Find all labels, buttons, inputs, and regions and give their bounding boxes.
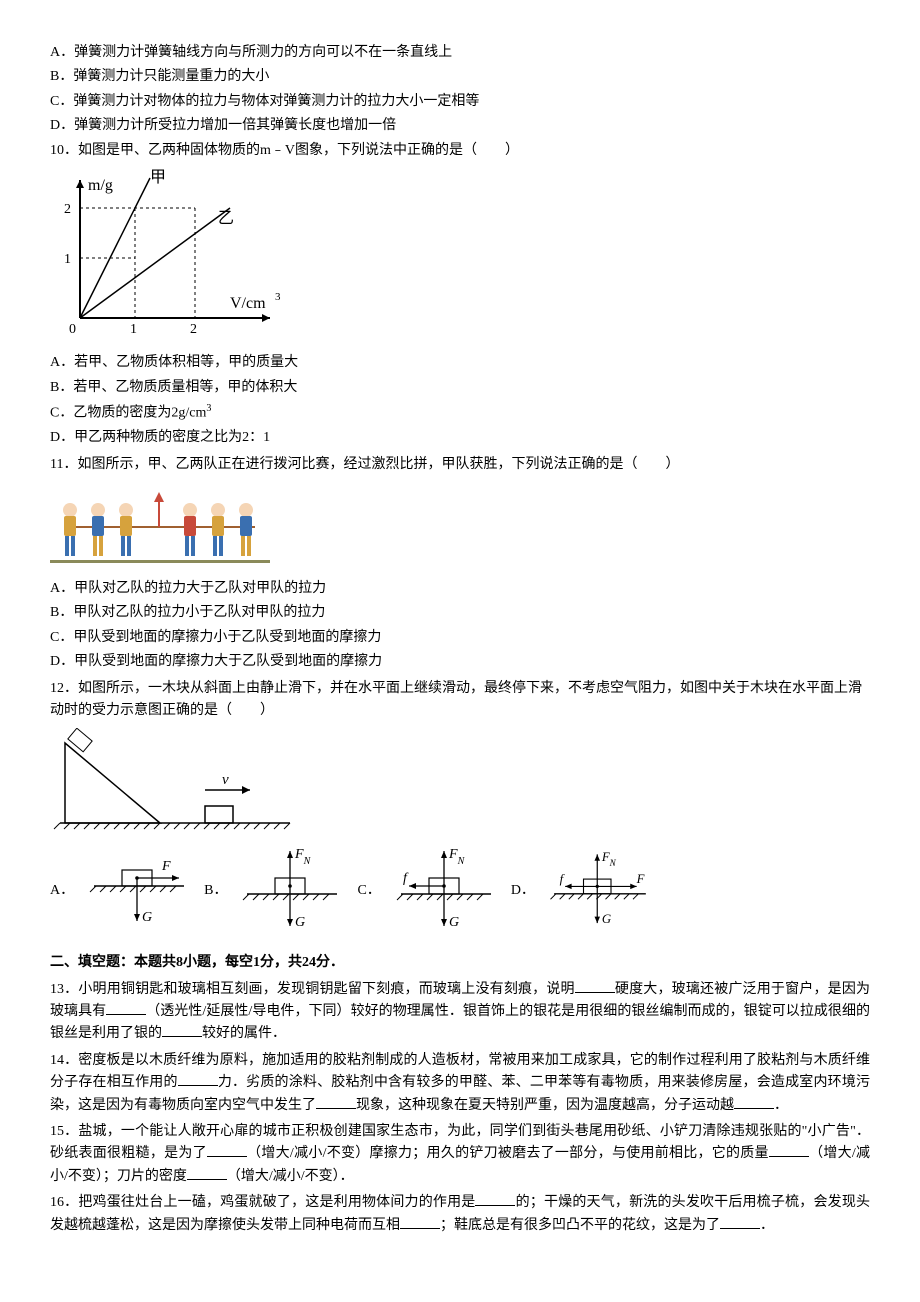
option-11a: A．甲队对乙队的拉力大于乙队对甲队的拉力 xyxy=(50,578,870,600)
svg-text:FN: FN xyxy=(601,850,617,868)
option-9b: B．弹簧测力计只能测量重力的大小 xyxy=(50,66,870,88)
tug-of-war-image xyxy=(50,482,270,572)
svg-text:G: G xyxy=(295,915,305,930)
xtick-1: 1 xyxy=(130,322,137,337)
option-11b: B．甲队对乙队的拉力小于乙队对甲队的拉力 xyxy=(50,602,870,624)
question-14: 14．密度板是以木质纤维为原料，施加适用的胶粘剂制成的人造板材，常被用来加工成家… xyxy=(50,1050,870,1117)
option-9d: D．弹簧测力计所受拉力增加一倍其弹簧长度也增加一倍 xyxy=(50,115,870,137)
question-12-stem: 12．如图所示，一木块从斜面上由静止滑下，并在水平面上继续滑动，最终停下来，不考… xyxy=(50,678,870,723)
xlabel-text: V/cm xyxy=(230,295,266,312)
option-11c: C．甲队受到地面的摩擦力小于乙队受到地面的摩擦力 xyxy=(50,627,870,649)
svg-text:F: F xyxy=(636,872,645,886)
option-12a-label: A． xyxy=(50,880,74,902)
option-9a: A．弹簧测力计弹簧轴线方向与所测力的方向可以不在一条直线上 xyxy=(50,42,870,64)
option-9c: C．弹簧测力计对物体的拉力与物体对弹簧测力计的拉力大小一定相等 xyxy=(50,91,870,113)
origin: 0 xyxy=(69,322,76,337)
svg-text:G: G xyxy=(602,912,611,926)
force-diagram-a: F G xyxy=(84,846,194,936)
force-diagram-d: FN G f F xyxy=(545,846,655,936)
question-16: 16．把鸡蛋往灶台上一磕，鸡蛋就破了，这是利用物体间力的作用是的；干燥的天气，新… xyxy=(50,1192,870,1237)
option-12c-label: C． xyxy=(357,880,380,902)
ytick-1: 1 xyxy=(64,252,71,267)
mv-graph: m/g V/cm 3 1 2 0 1 2 甲 乙 xyxy=(50,168,870,346)
svg-text:G: G xyxy=(142,910,152,925)
incline-diagram: v xyxy=(50,728,300,838)
svg-text:F: F xyxy=(161,859,171,874)
question-13: 13．小明用铜钥匙和玻璃相互刻画，发现铜钥匙留下刻痕，而玻璃上没有刻痕，说明硬度… xyxy=(50,979,870,1046)
force-options-row: A． F G B． FN G C． xyxy=(50,846,870,936)
svg-text:FN: FN xyxy=(294,847,312,867)
option-12b-label: B． xyxy=(204,880,227,902)
force-diagram-c: FN G f xyxy=(391,846,501,936)
velocity-label: v xyxy=(222,772,229,788)
ytick-2: 2 xyxy=(64,202,71,217)
svg-text:FN: FN xyxy=(448,847,466,867)
question-15: 15．盐城，一个能让人敞开心扉的城市正积极创建国家生态市，为此，同学们到街头巷尾… xyxy=(50,1121,870,1188)
option-10c: C．乙物质的密度为2g/cm3 xyxy=(50,401,870,425)
svg-text:f: f xyxy=(560,872,566,886)
question-12: 12．如图所示，一木块从斜面上由静止滑下，并在水平面上继续滑动，最终停下来，不考… xyxy=(50,678,870,937)
question-10-stem: 10．如图是甲、乙两种固体物质的m﹣V图象，下列说法中正确的是（ ） xyxy=(50,140,870,162)
line-yi-label: 乙 xyxy=(218,210,234,227)
option-10a: A．若甲、乙物质体积相等，甲的质量大 xyxy=(50,352,870,374)
line-jia-label: 甲 xyxy=(150,169,166,186)
option-10b: B．若甲、乙物质质量相等，甲的体积大 xyxy=(50,377,870,399)
question-11-stem: 11．如图所示，甲、乙两队正在进行拨河比赛，经过激烈比拼，甲队获胜，下列说法正确… xyxy=(50,454,870,476)
svg-text:G: G xyxy=(449,915,459,930)
svg-text:3: 3 xyxy=(275,291,281,303)
question-11: 11．如图所示，甲、乙两队正在进行拨河比赛，经过激烈比拼，甲队获胜，下列说法正确… xyxy=(50,454,870,674)
option-10d: D．甲乙两种物质的密度之比为2：1 xyxy=(50,427,870,449)
section-2-title: 二、填空题：本题共8小题，每空1分，共24分． xyxy=(50,952,870,974)
question-9-options: A．弹簧测力计弹簧轴线方向与所测力的方向可以不在一条直线上 B．弹簧测力计只能测… xyxy=(50,42,870,138)
question-10: 10．如图是甲、乙两种固体物质的m﹣V图象，下列说法中正确的是（ ） m/g V… xyxy=(50,140,870,450)
option-12d-label: D． xyxy=(511,880,535,902)
force-diagram-b: FN G xyxy=(237,846,347,936)
option-11d: D．甲队受到地面的摩擦力大于乙队受到地面的摩擦力 xyxy=(50,651,870,673)
xtick-2: 2 xyxy=(190,322,197,337)
ylabel-text: m/g xyxy=(88,177,113,194)
svg-text:f: f xyxy=(403,871,409,886)
